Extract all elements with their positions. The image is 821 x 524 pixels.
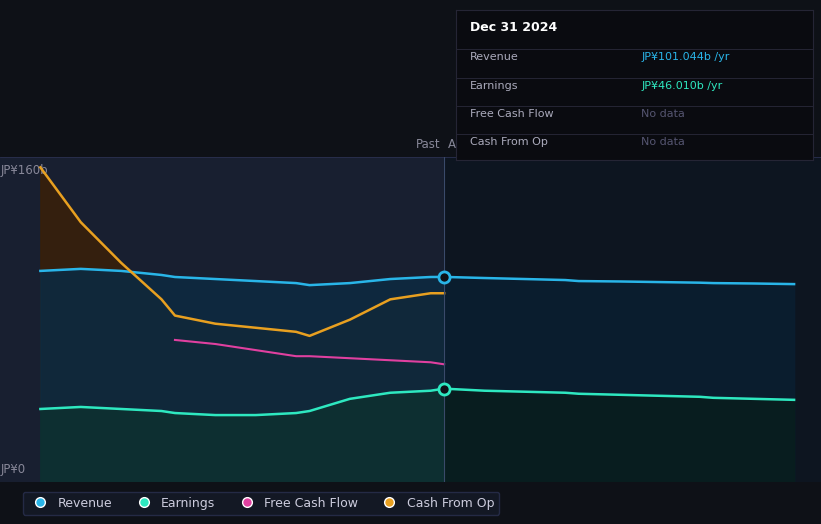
Text: JP¥0: JP¥0 <box>1 463 26 476</box>
Text: JP¥160b: JP¥160b <box>1 163 48 177</box>
Text: Cash From Op: Cash From Op <box>470 137 548 147</box>
Text: No data: No data <box>641 109 686 119</box>
Text: Revenue: Revenue <box>470 52 519 62</box>
Bar <box>0 157 444 482</box>
Text: Dec 31 2024: Dec 31 2024 <box>470 21 557 34</box>
Text: JP¥101.044b /yr: JP¥101.044b /yr <box>641 52 730 62</box>
Text: Past: Past <box>415 138 440 151</box>
Text: Analysts Forecasts: Analysts Forecasts <box>448 138 558 151</box>
Bar <box>444 157 821 482</box>
Text: No data: No data <box>641 137 686 147</box>
Text: Earnings: Earnings <box>470 81 518 91</box>
Legend: Revenue, Earnings, Free Cash Flow, Cash From Op: Revenue, Earnings, Free Cash Flow, Cash … <box>23 492 499 515</box>
Text: Free Cash Flow: Free Cash Flow <box>470 109 553 119</box>
Text: JP¥46.010b /yr: JP¥46.010b /yr <box>641 81 722 91</box>
